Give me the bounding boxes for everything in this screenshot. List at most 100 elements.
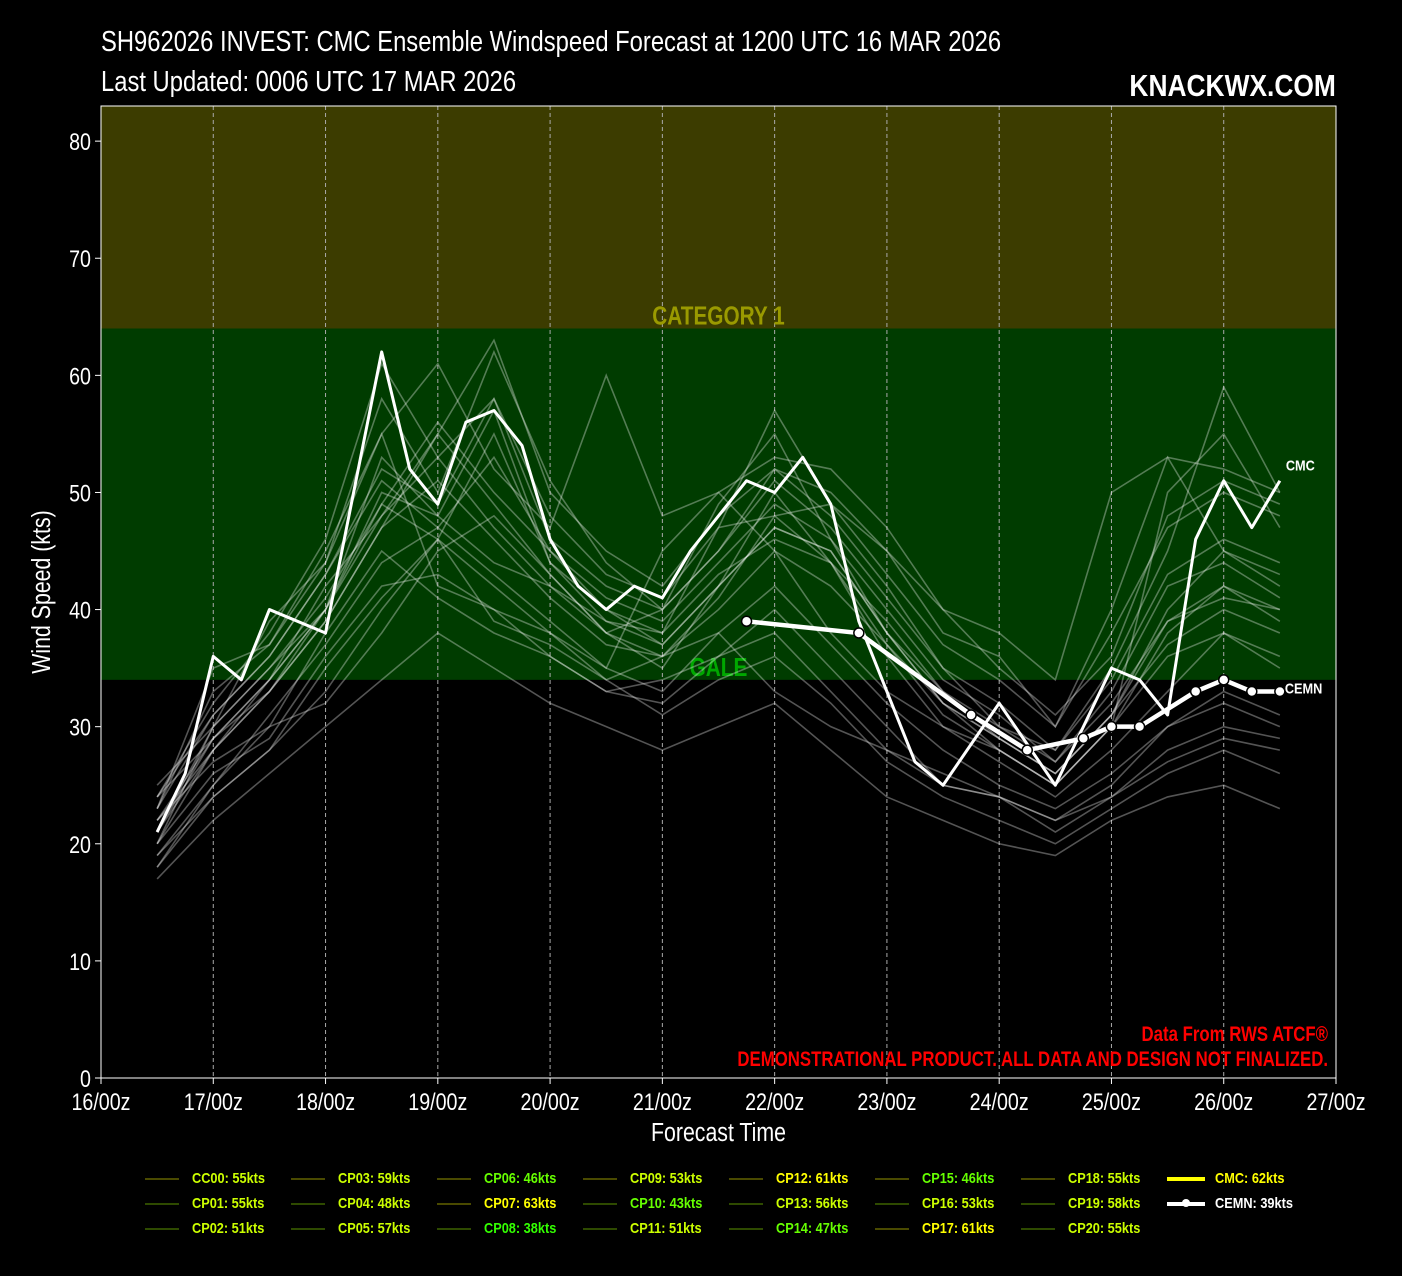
legend-item-cmc: CMC: 62kts bbox=[1167, 1166, 1313, 1191]
legend-label: CP11: 51kts bbox=[630, 1220, 702, 1237]
legend-item-cp10: CP10: 43kts bbox=[583, 1191, 729, 1216]
ensemble-line-cp03 bbox=[156, 349, 1281, 845]
legend-label: CC00: 55kts bbox=[192, 1170, 266, 1187]
legend-marker-icon bbox=[1182, 1198, 1190, 1207]
legend-swatch bbox=[437, 1202, 471, 1205]
y-tick-label: 20 bbox=[69, 831, 91, 858]
legend-swatch bbox=[145, 1227, 179, 1230]
ensemble-line-cp11 bbox=[156, 479, 1281, 821]
legend-label: CP18: 55kts bbox=[1068, 1170, 1141, 1187]
last-updated: Last Updated: 0006 UTC 17 MAR 2026 bbox=[101, 66, 517, 98]
cemn-point bbox=[1189, 685, 1202, 698]
x-tick-label: 26/00z bbox=[1194, 1088, 1253, 1115]
legend-item-cp20: CP20: 55kts bbox=[1021, 1216, 1167, 1241]
plot-frame bbox=[100, 105, 1337, 1079]
legend-label: CP17: 61kts bbox=[922, 1220, 995, 1237]
cmc-line bbox=[155, 350, 1282, 833]
legend-label: CP07: 63kts bbox=[484, 1195, 557, 1212]
ensemble-line-cp08 bbox=[156, 632, 1281, 880]
legend-label: CP01: 55kts bbox=[192, 1195, 265, 1212]
y-tick-label: 70 bbox=[69, 245, 91, 272]
x-tick-label: 19/00z bbox=[408, 1088, 467, 1115]
cemn-point bbox=[740, 615, 753, 628]
ensemble-line-cp06 bbox=[156, 538, 1281, 857]
band-gale bbox=[101, 328, 1336, 680]
y-tick-label: 0 bbox=[80, 1065, 91, 1092]
legend-label: CP14: 47kts bbox=[776, 1220, 849, 1237]
legend-swatch bbox=[1021, 1202, 1055, 1205]
legend-label: CEMN: 39kts bbox=[1215, 1195, 1293, 1212]
legend-swatch bbox=[583, 1227, 617, 1230]
legend-item-cp13: CP13: 56kts bbox=[729, 1191, 875, 1216]
legend-label: CP10: 43kts bbox=[630, 1195, 703, 1212]
legend-label: CMC: 62kts bbox=[1215, 1170, 1285, 1187]
cemn-point bbox=[1274, 685, 1286, 698]
legend-label: CP09: 53kts bbox=[630, 1170, 703, 1187]
cemn-point bbox=[1105, 720, 1118, 733]
legend-item-cp07: CP07: 63kts bbox=[437, 1191, 583, 1216]
ensemble-line-cp02 bbox=[156, 491, 1281, 821]
legend-swatch bbox=[437, 1177, 471, 1180]
band-label: GALE bbox=[690, 653, 748, 682]
legend-item-cp09: CP09: 53kts bbox=[583, 1166, 729, 1191]
legend-swatch bbox=[729, 1202, 763, 1205]
legend-swatch bbox=[291, 1177, 325, 1180]
disclaimer-note: DEMONSTRATIONAL PRODUCT. ALL DATA AND DE… bbox=[737, 1048, 1328, 1071]
x-tick-label: 24/00z bbox=[970, 1088, 1029, 1115]
legend-swatch bbox=[875, 1202, 909, 1205]
legend-swatch bbox=[583, 1202, 617, 1205]
x-tick-label: 21/00z bbox=[633, 1088, 692, 1115]
cemn-end-label: CEMN bbox=[1285, 680, 1323, 697]
x-tick-label: 18/00z bbox=[296, 1088, 355, 1115]
legend-swatch bbox=[291, 1202, 325, 1205]
legend-item-cp02: CP02: 51kts bbox=[145, 1216, 291, 1241]
ensemble-line-cp18 bbox=[156, 432, 1281, 845]
band-category-1 bbox=[101, 106, 1336, 329]
x-axis-label: Forecast Time bbox=[651, 1118, 786, 1148]
legend-swatch bbox=[1021, 1177, 1055, 1180]
y-tick-label: 30 bbox=[69, 714, 91, 741]
ensemble-line-cp14 bbox=[156, 526, 1281, 856]
legend-item-cp04: CP04: 48kts bbox=[291, 1191, 437, 1216]
legend-swatch bbox=[1167, 1176, 1205, 1181]
legend-item-cp16: CP16: 53kts bbox=[875, 1191, 1021, 1216]
ensemble-line-cp12 bbox=[156, 361, 1281, 798]
x-tick-label: 23/00z bbox=[857, 1088, 916, 1115]
legend-item-cemn: CEMN: 39kts bbox=[1167, 1191, 1313, 1216]
legend-item-cp14: CP14: 47kts bbox=[729, 1216, 875, 1241]
x-tick-label: 25/00z bbox=[1082, 1088, 1141, 1115]
y-tick-label: 50 bbox=[69, 480, 91, 507]
cemn-point bbox=[965, 709, 977, 721]
legend-swatch bbox=[291, 1227, 325, 1230]
cemn-point bbox=[1246, 685, 1258, 698]
legend-item-cp11: CP11: 51kts bbox=[583, 1216, 729, 1241]
cemn-point bbox=[1217, 674, 1230, 686]
legend-item-cp18: CP18: 55kts bbox=[1021, 1166, 1167, 1191]
y-tick-label: 60 bbox=[69, 362, 91, 389]
cemn-point bbox=[1133, 720, 1146, 733]
ensemble-line-cp17 bbox=[156, 362, 1281, 809]
legend-item-cp15: CP15: 46kts bbox=[875, 1166, 1021, 1191]
legend-item-cc00: CC00: 55kts bbox=[145, 1166, 291, 1191]
cmc-end-label: CMC bbox=[1286, 457, 1315, 474]
legend-label: CP20: 55kts bbox=[1068, 1220, 1141, 1237]
ensemble-line-cp13 bbox=[156, 420, 1281, 833]
legend-label: CP12: 61kts bbox=[776, 1170, 849, 1187]
legend-item-cp19: CP19: 58kts bbox=[1021, 1191, 1167, 1216]
band-label: CATEGORY 1 bbox=[652, 301, 784, 330]
legend-label: CP03: 59kts bbox=[338, 1170, 411, 1187]
x-tick-label: 16/00z bbox=[71, 1088, 130, 1115]
ensemble-line-cp04 bbox=[156, 549, 1281, 868]
legend-swatch bbox=[145, 1202, 179, 1205]
y-axis-label: Wind Speed (kts) bbox=[27, 510, 57, 673]
x-tick-label: 17/00z bbox=[184, 1088, 243, 1115]
legend-item-cp12: CP12: 61kts bbox=[729, 1166, 875, 1191]
legend-label: CP16: 53kts bbox=[922, 1195, 995, 1212]
legend-item-cp17: CP17: 61kts bbox=[875, 1216, 1021, 1241]
ensemble-line-cc00 bbox=[156, 431, 1281, 809]
legend-label: CP08: 38kts bbox=[484, 1220, 557, 1237]
legend-swatch bbox=[1021, 1227, 1055, 1230]
brand-logo-text: KNACKWX.COM bbox=[1129, 68, 1336, 103]
x-tick-label: 22/00z bbox=[745, 1088, 804, 1115]
ensemble-line-cp05 bbox=[156, 408, 1281, 798]
